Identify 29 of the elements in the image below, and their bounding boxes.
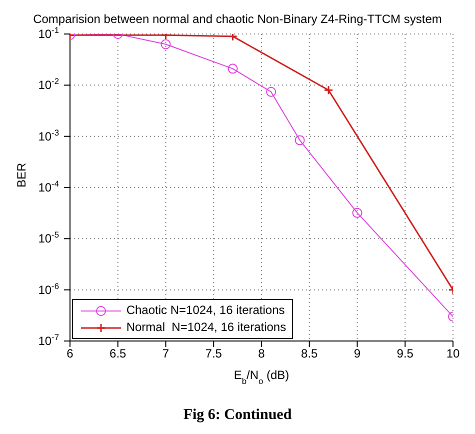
point — [352, 208, 362, 218]
y-tick-label: 10$^{-4}$ — [38, 178, 60, 194]
x-tick-label: 7 — [162, 346, 170, 361]
chart-title: Comparision between normal and chaotic Non-Binary Z4-Ring-TTCM system — [32, 12, 443, 26]
y-tick-label: 10$^{-2}$ — [38, 76, 60, 92]
point — [266, 86, 276, 97]
x-axis-title: E$_{b}$/N$_{o}$ (dB) — [234, 368, 290, 386]
x-tick-label: 9 — [354, 346, 361, 361]
x-tick-label: 8.5 — [301, 346, 318, 361]
point — [324, 85, 334, 95]
point — [294, 135, 305, 146]
point — [228, 64, 238, 74]
legend-label: Chaotic N=1024, 16 iterations — [125, 302, 286, 319]
y-tick-label: 10$^{-1}$ — [38, 25, 60, 41]
y-tick-label: 10$^{-7}$ — [38, 332, 60, 348]
y-tick-label: 10$^{-5}$ — [38, 230, 60, 246]
x-tick-label: 8 — [258, 346, 266, 361]
point — [160, 39, 171, 50]
legend-label: Normal N=1024, 16 iterations — [125, 319, 286, 336]
x-tick-label: 10 — [446, 346, 460, 361]
x-tick-label: 6 — [66, 346, 74, 361]
x-tick-label: 7.5 — [205, 346, 222, 361]
y-axis-title: BER — [14, 162, 28, 188]
x-tick-label: 6.5 — [110, 346, 127, 361]
x-tick-label: 9.5 — [396, 346, 414, 361]
caption: Fig 6: Continued — [182, 407, 293, 424]
y-tick-label: 10$^{-3}$ — [38, 127, 60, 144]
y-tick-label: 10$^{-6}$ — [38, 280, 60, 297]
point — [228, 34, 238, 42]
